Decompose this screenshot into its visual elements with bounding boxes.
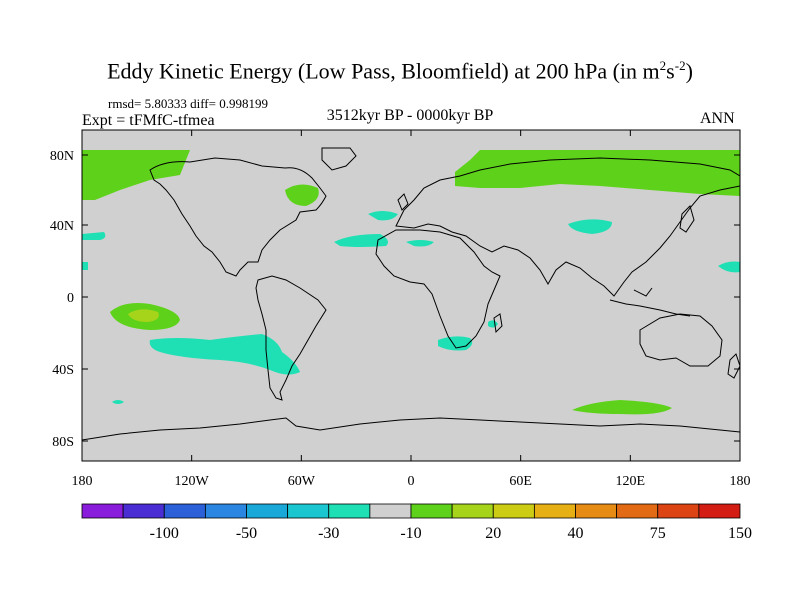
colorbar-swatch bbox=[698, 503, 741, 519]
lon-label: 60E bbox=[509, 474, 532, 489]
colorbar-swatch bbox=[575, 503, 618, 519]
greenland-coast bbox=[321, 147, 357, 171]
lat-label: 80S bbox=[52, 435, 74, 450]
north-pacific-west-negative bbox=[82, 232, 106, 240]
season-label: ANN bbox=[700, 110, 735, 127]
subtropical-atlantic-negative bbox=[334, 234, 388, 247]
longitude-axis: 180 120W 60W 0 60E 120E 180 bbox=[72, 130, 751, 489]
colorbar-swatch bbox=[410, 503, 453, 519]
lat-label: 0 bbox=[67, 291, 74, 306]
stats-text: rmsd= 5.80333 diff= 0.998199 bbox=[108, 96, 268, 111]
lat-label: 40N bbox=[50, 219, 74, 234]
north-atlantic-negative bbox=[368, 211, 398, 221]
southern-ocean-negative bbox=[112, 400, 124, 404]
australia-coast bbox=[639, 313, 723, 367]
colorbar-swatch bbox=[328, 503, 371, 519]
north-america-coast bbox=[149, 157, 327, 277]
lat-label: 80N bbox=[50, 149, 74, 164]
colorbar-label: -100 bbox=[150, 525, 179, 542]
colorbar-swatch bbox=[657, 503, 700, 519]
mediterranean-negative bbox=[406, 240, 434, 247]
experiment-label: Expt = tFMfC-tfmea bbox=[82, 112, 215, 129]
colorbar-swatch bbox=[616, 503, 659, 519]
north-pacific-east-negative bbox=[718, 261, 740, 273]
south-america-coast bbox=[255, 275, 327, 401]
figure-title: Eddy Kinetic Energy (Low Pass, Bloomfiel… bbox=[107, 58, 693, 84]
lon-label: 180 bbox=[72, 474, 93, 489]
colorbar-swatch bbox=[369, 503, 412, 519]
colorbar-swatch bbox=[492, 503, 535, 519]
colorbar-swatch bbox=[451, 503, 494, 519]
lon-label: 120E bbox=[616, 474, 646, 489]
colorbar-swatch bbox=[122, 503, 165, 519]
southern-indian-ocean-positive bbox=[572, 400, 672, 415]
south-pacific-positive-core bbox=[128, 309, 159, 322]
coastlines bbox=[82, 147, 740, 441]
lon-label: 120W bbox=[175, 474, 210, 489]
south-atlantic-negative bbox=[438, 336, 473, 351]
asia-negative bbox=[568, 219, 612, 234]
colorbar: -100 -50 -30 -10 20 40 75 150 bbox=[81, 503, 752, 542]
madagascar-coast bbox=[493, 313, 503, 334]
colorbar-label: -50 bbox=[236, 525, 257, 542]
colorbar-label: -30 bbox=[318, 525, 339, 542]
colorbar-swatch bbox=[533, 503, 576, 519]
lon-label: 180 bbox=[730, 474, 751, 489]
lon-label: 60W bbox=[288, 474, 316, 489]
colorbar-swatch bbox=[163, 503, 206, 519]
lon-label: 0 bbox=[408, 474, 415, 489]
colorbar-swatch bbox=[287, 503, 330, 519]
africa-coast bbox=[375, 229, 501, 349]
south-pacific-negative bbox=[149, 334, 300, 375]
colorbar-label: 75 bbox=[650, 525, 666, 542]
lat-label: 40S bbox=[52, 363, 74, 378]
hawaii-negative bbox=[82, 262, 88, 270]
canada-positive bbox=[285, 184, 319, 206]
latitude-axis: 80N 40N 0 40S 80S bbox=[50, 149, 740, 450]
period-label: 3512kyr BP - 0000kyr BP bbox=[326, 107, 494, 124]
eurasia-coast bbox=[395, 157, 740, 297]
colorbar-label: 20 bbox=[485, 525, 501, 542]
colorbar-label: 40 bbox=[568, 525, 584, 542]
antarctica-coast bbox=[82, 417, 740, 441]
uk-coast bbox=[397, 193, 409, 211]
new-zealand-coast bbox=[727, 353, 740, 379]
colorbar-label: -10 bbox=[400, 525, 421, 542]
colorbar-swatch bbox=[204, 503, 247, 519]
arctic-north-america-positive bbox=[82, 150, 190, 200]
colorbar-label: 150 bbox=[728, 525, 752, 542]
japan-coast bbox=[679, 205, 695, 233]
colorbar-swatch bbox=[81, 503, 124, 519]
colorbar-swatch bbox=[246, 503, 289, 519]
